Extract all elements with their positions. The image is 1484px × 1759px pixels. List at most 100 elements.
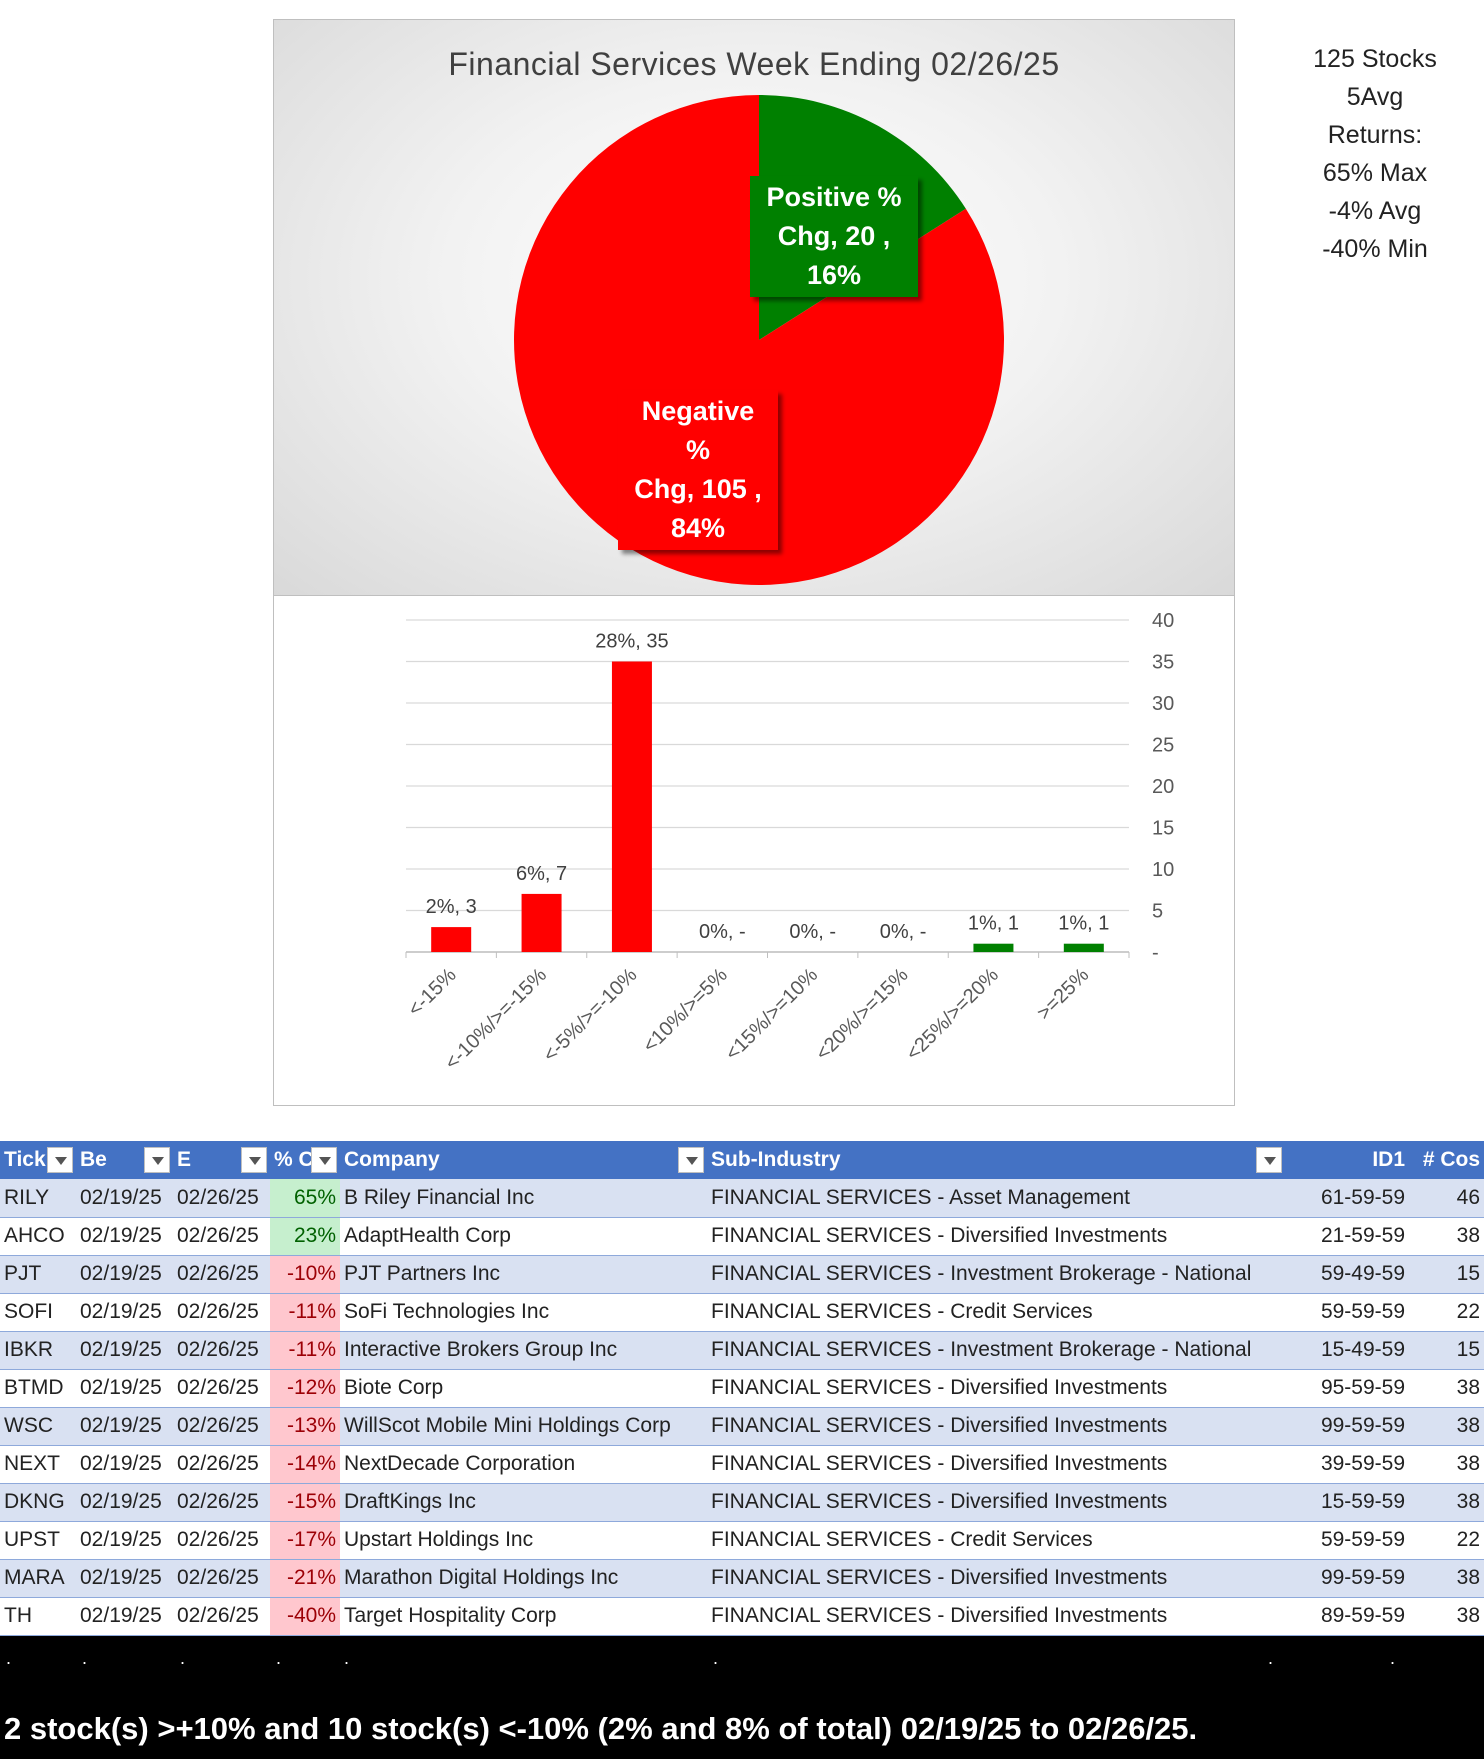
bar	[1063, 943, 1104, 952]
pie-chart-title: Financial Services Week Ending 02/26/25	[448, 46, 1060, 82]
table-cell: 15-59-59	[1285, 1483, 1409, 1522]
summary-text: 2 stock(s) >+10% and 10 stock(s) <-10% (…	[4, 1711, 1198, 1746]
table-cell: -11%	[270, 1293, 340, 1332]
x-tick-label: <15%/>=10%	[721, 964, 822, 1065]
x-tick-label: <-5%/>=-10%	[539, 964, 642, 1067]
pie-label-positive-line-3: 16%	[806, 260, 862, 290]
filter-dropdown-icon[interactable]	[311, 1147, 337, 1173]
bar-data-label: 1%, 1	[1058, 913, 1109, 935]
filter-dropdown-icon[interactable]	[1256, 1147, 1282, 1173]
table-row: BTMD 02/19/25 02/26/25 -12% Biote Corp FINANC…	[0, 1369, 1484, 1408]
y-tick-label: 15	[1152, 818, 1174, 840]
table-cell: 59-59-59	[1285, 1521, 1409, 1560]
table-cell: DKNG	[0, 1483, 76, 1522]
table-cell: 02/19/25	[76, 1521, 173, 1560]
table-cell: 38	[1409, 1445, 1484, 1484]
y-tick-label: 5	[1152, 901, 1163, 923]
table-cell: WillScot Mobile Mini Holdings Corp	[340, 1407, 707, 1446]
table-cell: 46	[1409, 1179, 1484, 1218]
bar-data-label: 28%, 35	[595, 631, 668, 653]
y-tick-label: 35	[1152, 652, 1174, 674]
column-header[interactable]: Be	[76, 1141, 173, 1179]
y-tick-label: 40	[1152, 610, 1174, 632]
table-cell: DraftKings Inc	[340, 1483, 707, 1522]
column-header[interactable]: Tick	[0, 1141, 76, 1179]
table-row: WSC 02/19/25 02/26/25 -13% WillScot Mobile M…	[0, 1407, 1484, 1446]
filter-dropdown-icon[interactable]	[47, 1147, 73, 1173]
table-cell: 02/26/25	[173, 1255, 270, 1294]
table-cell: 38	[1409, 1369, 1484, 1408]
column-header[interactable]: Company	[340, 1141, 707, 1179]
pie-label-positive-line-2: Chg, 20 ,	[777, 221, 891, 251]
table-cell: SOFI	[0, 1293, 76, 1332]
table-cell: 02/26/25	[173, 1597, 270, 1636]
table-cell: 39-59-59	[1285, 1445, 1409, 1484]
table-cell: -12%	[270, 1369, 340, 1408]
stats-line: -40% Min	[1322, 235, 1428, 263]
table-cell: SoFi Technologies Inc	[340, 1293, 707, 1332]
y-tick-label: 25	[1152, 735, 1174, 757]
table-row: NEXT 02/19/25 02/26/25 -14% NextDecade Corpo…	[0, 1445, 1484, 1484]
bar	[973, 943, 1014, 952]
filter-dropdown-icon[interactable]	[241, 1147, 267, 1173]
table-cell: BTMD	[0, 1369, 76, 1408]
table-cell: 59-49-59	[1285, 1255, 1409, 1294]
table-row: UPST 02/19/25 02/26/25 -17% Upstart Holdings…	[0, 1521, 1484, 1560]
bar	[521, 893, 562, 952]
stats-line: 65% Max	[1322, 159, 1428, 187]
x-tick-label: >=25%	[1033, 964, 1094, 1025]
table-cell: 15-49-59	[1285, 1331, 1409, 1370]
table-cell: FINANCIAL SERVICES - Diversified Investm…	[707, 1445, 1285, 1484]
table-cell: 02/19/25	[76, 1559, 173, 1598]
table-cell: 02/19/25	[76, 1331, 173, 1370]
table-cell: 02/26/25	[173, 1217, 270, 1256]
column-header[interactable]: # Cos	[1409, 1141, 1484, 1179]
y-tick-label: 20	[1152, 776, 1174, 798]
pie-label-negative-line-3: 84%	[670, 513, 726, 543]
table-cell: 02/26/25	[173, 1407, 270, 1446]
table-cell: WSC	[0, 1407, 76, 1446]
table-header-row: Tick Be E % C Company Sub-Industry ID1 # Cos	[0, 1141, 1484, 1179]
column-header[interactable]: Sub-Industry	[707, 1141, 1285, 1179]
y-tick-label: 30	[1152, 693, 1174, 715]
table-cell: 95-59-59	[1285, 1369, 1409, 1408]
table-cell: FINANCIAL SERVICES - Diversified Investm…	[707, 1369, 1285, 1408]
dot-mark: .	[344, 1648, 350, 1668]
bar-chart-panel: -5 10 15 20 25 30 35 40 2%, 3 <-15% 6%, 7 <-10%/>=-…	[273, 596, 1235, 1106]
stats-line: 5Avg	[1346, 83, 1404, 111]
column-header[interactable]: ID1	[1285, 1141, 1409, 1179]
y-tick-label: -	[1152, 942, 1159, 964]
table-cell: 02/19/25	[76, 1445, 173, 1484]
table-cell: 02/19/25	[76, 1369, 173, 1408]
dot-mark: .	[82, 1648, 88, 1668]
column-header[interactable]: E	[173, 1141, 270, 1179]
table-cell: RILY	[0, 1179, 76, 1218]
table-cell: 38	[1409, 1559, 1484, 1598]
table-cell: AdaptHealth Corp	[340, 1217, 707, 1256]
table-cell: MARA	[0, 1559, 76, 1598]
pie-label-negative-line-2: Chg, 105 ,	[634, 474, 762, 504]
table-cell: 02/26/25	[173, 1483, 270, 1522]
table-cell: UPST	[0, 1521, 76, 1560]
table-cell: 59-59-59	[1285, 1293, 1409, 1332]
bar	[431, 927, 472, 952]
table-cell: 02/19/25	[76, 1255, 173, 1294]
table-cell: 23%	[270, 1217, 340, 1256]
table-row: IBKR 02/19/25 02/26/25 -11% Interactive Brok…	[0, 1331, 1484, 1370]
table-cell: 99-59-59	[1285, 1407, 1409, 1446]
table-cell: 02/26/25	[173, 1293, 270, 1332]
table-cell: 38	[1409, 1597, 1484, 1636]
table-row: RILY 02/19/25 02/26/25 65% B Riley Financial…	[0, 1179, 1484, 1218]
bar-data-label: 0%, -	[789, 921, 836, 943]
table-cell: 65%	[270, 1179, 340, 1218]
stats-line: Returns:	[1327, 121, 1423, 149]
table-cell: 02/19/25	[76, 1597, 173, 1636]
filter-dropdown-icon[interactable]	[144, 1147, 170, 1173]
table-cell: -10%	[270, 1255, 340, 1294]
column-header[interactable]: % C	[270, 1141, 340, 1179]
table-cell: FINANCIAL SERVICES - Diversified Investm…	[707, 1559, 1285, 1598]
stock-table: Tick Be E % C Company Sub-Industry ID1 # Cos RI…	[0, 1141, 1484, 1636]
stats-line: 125 Stocks	[1313, 45, 1437, 73]
filter-dropdown-icon[interactable]	[678, 1147, 704, 1173]
